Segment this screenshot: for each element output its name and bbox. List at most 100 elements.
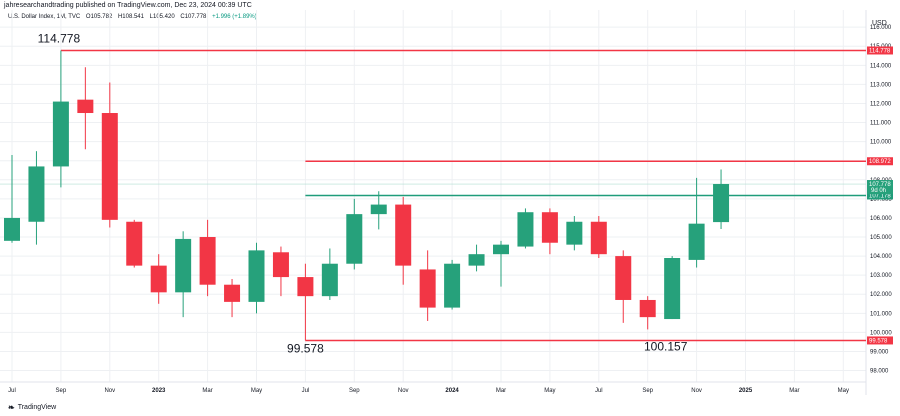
time-tick-label: 2025 — [739, 388, 753, 394]
candle-2024-03 — [493, 240, 509, 287]
price-tick-label: 112.000 — [870, 101, 892, 107]
candle-body — [28, 166, 45, 222]
time-tick-label: 2023 — [152, 388, 166, 394]
candle-body — [321, 263, 338, 297]
candle-body — [297, 277, 314, 297]
candle-2024-11 — [688, 177, 705, 268]
candle-body — [101, 113, 118, 220]
candle-body — [444, 263, 461, 308]
ohlc-close: C107.778 — [180, 14, 207, 20]
ohlc-change: +1.996 (+1.89%) — [212, 14, 257, 20]
symbol-info-bar: U.S. Dollar Index, 1M, TVC O105.782 H108… — [8, 14, 257, 20]
price-tick-label: 99.000 — [870, 349, 889, 355]
candle-body — [199, 237, 216, 285]
price-tick-label: 104.000 — [870, 254, 892, 260]
candle-2022-09 — [52, 50, 69, 188]
watermark: jahresearchandtrading published on Tradi… — [4, 2, 252, 9]
candle-2024-10 — [664, 256, 681, 320]
time-tick-label: May — [544, 388, 555, 394]
price-tick-label: 107.000 — [870, 197, 892, 203]
time-axis[interactable]: Jul Sep Nov 2023 Mar May Jul Sep Nov 2024 Mar May Ju… — [8, 388, 849, 394]
annotation-label: 114.778 — [38, 31, 81, 45]
candle-2022-12 — [126, 219, 143, 268]
annotations: 114.778 99.578 100.157 — [38, 31, 688, 355]
candle-body — [639, 299, 656, 318]
candle-2022-11 — [101, 82, 118, 228]
tradingview-logo: ❧ TradingView — [8, 403, 56, 412]
current-price-label: 107.778 — [869, 182, 891, 188]
price-tick-label: 102.000 — [870, 292, 892, 298]
level-label-bg — [867, 157, 893, 166]
candle-2023-12 — [419, 250, 436, 321]
candle-body — [175, 238, 192, 293]
candle-body — [541, 212, 558, 243]
time-tick-label: Jul — [8, 388, 16, 394]
candle-2024-12 — [713, 169, 730, 230]
time-tick-label: Mar — [496, 388, 506, 394]
candle-2024-05 — [541, 208, 558, 255]
candle-body — [224, 284, 241, 302]
candle-body — [272, 252, 289, 278]
candle-body — [664, 258, 681, 320]
candle-2022-10 — [77, 67, 94, 150]
candle-body — [77, 99, 94, 114]
candle-body — [590, 221, 607, 255]
symbol-name[interactable]: U.S. Dollar Index, 1M, TVC — [8, 14, 81, 20]
time-tick-label: Sep — [642, 388, 653, 394]
candle-body — [493, 244, 509, 255]
level-label-bg — [867, 336, 893, 345]
time-tick-label: Jul — [595, 388, 603, 394]
candle-2023-07 — [297, 263, 314, 341]
time-tick-label: Sep — [349, 388, 360, 394]
tradingview-logo-icon: ❧ — [8, 403, 15, 412]
candle-body — [419, 269, 436, 308]
candle-2024-02 — [468, 244, 485, 272]
price-tick-label: 103.000 — [870, 273, 892, 279]
candle-2023-06 — [272, 246, 289, 297]
time-tick-label: Nov — [691, 388, 702, 394]
current-price-label-bg — [867, 180, 893, 195]
time-tick-label: Sep — [56, 388, 67, 394]
candle-2023-11 — [395, 196, 412, 285]
ohlc-open: O105.782 — [85, 14, 113, 20]
bar-countdown: 9d 0h — [871, 188, 886, 194]
price-tick-label: 106.000 — [870, 216, 892, 222]
time-tick-label: Nov — [104, 388, 115, 394]
candle-body — [395, 204, 412, 266]
price-tick-label: 100.000 — [870, 330, 892, 336]
time-tick-label: May — [251, 388, 262, 394]
candle-body — [615, 256, 632, 300]
time-tick-label: Mar — [789, 388, 799, 394]
candle-body — [688, 223, 705, 260]
candle-body — [248, 250, 265, 302]
candle-2023-10 — [370, 191, 387, 230]
candle-2024-09 — [639, 296, 656, 330]
candle-2024-06 — [566, 216, 583, 251]
level-label-bg — [867, 191, 893, 200]
candle-body — [517, 212, 534, 247]
candle-2023-02 — [175, 231, 192, 318]
candle-2024-08 — [615, 250, 632, 323]
annotation-label: 99.578 — [287, 341, 324, 355]
time-tick-label: 2024 — [445, 388, 459, 394]
candle-body — [52, 101, 69, 167]
candles — [4, 50, 730, 341]
candle-body — [126, 221, 143, 266]
price-tick-label: 105.000 — [870, 235, 892, 241]
candle-2023-01 — [150, 254, 167, 304]
price-tick-label: 98.000 — [870, 369, 889, 375]
candle-2023-08 — [321, 248, 338, 300]
currency-label[interactable]: USD — [872, 20, 887, 27]
candle-2023-09 — [346, 198, 363, 270]
candle-2024-07 — [590, 216, 607, 258]
price-axis[interactable]: 98.000 99.000 100.000 101.000 102.000 103.000… — [870, 25, 892, 374]
level-label: 107.178 — [869, 193, 891, 199]
price-tick-label: 110.000 — [870, 140, 892, 146]
ohlc-low: L105.420 — [149, 14, 175, 20]
annotation-label: 100.157 — [644, 339, 688, 353]
candle-body — [150, 265, 167, 293]
time-tick-label: May — [838, 388, 849, 394]
candle-2024-01 — [444, 259, 461, 310]
